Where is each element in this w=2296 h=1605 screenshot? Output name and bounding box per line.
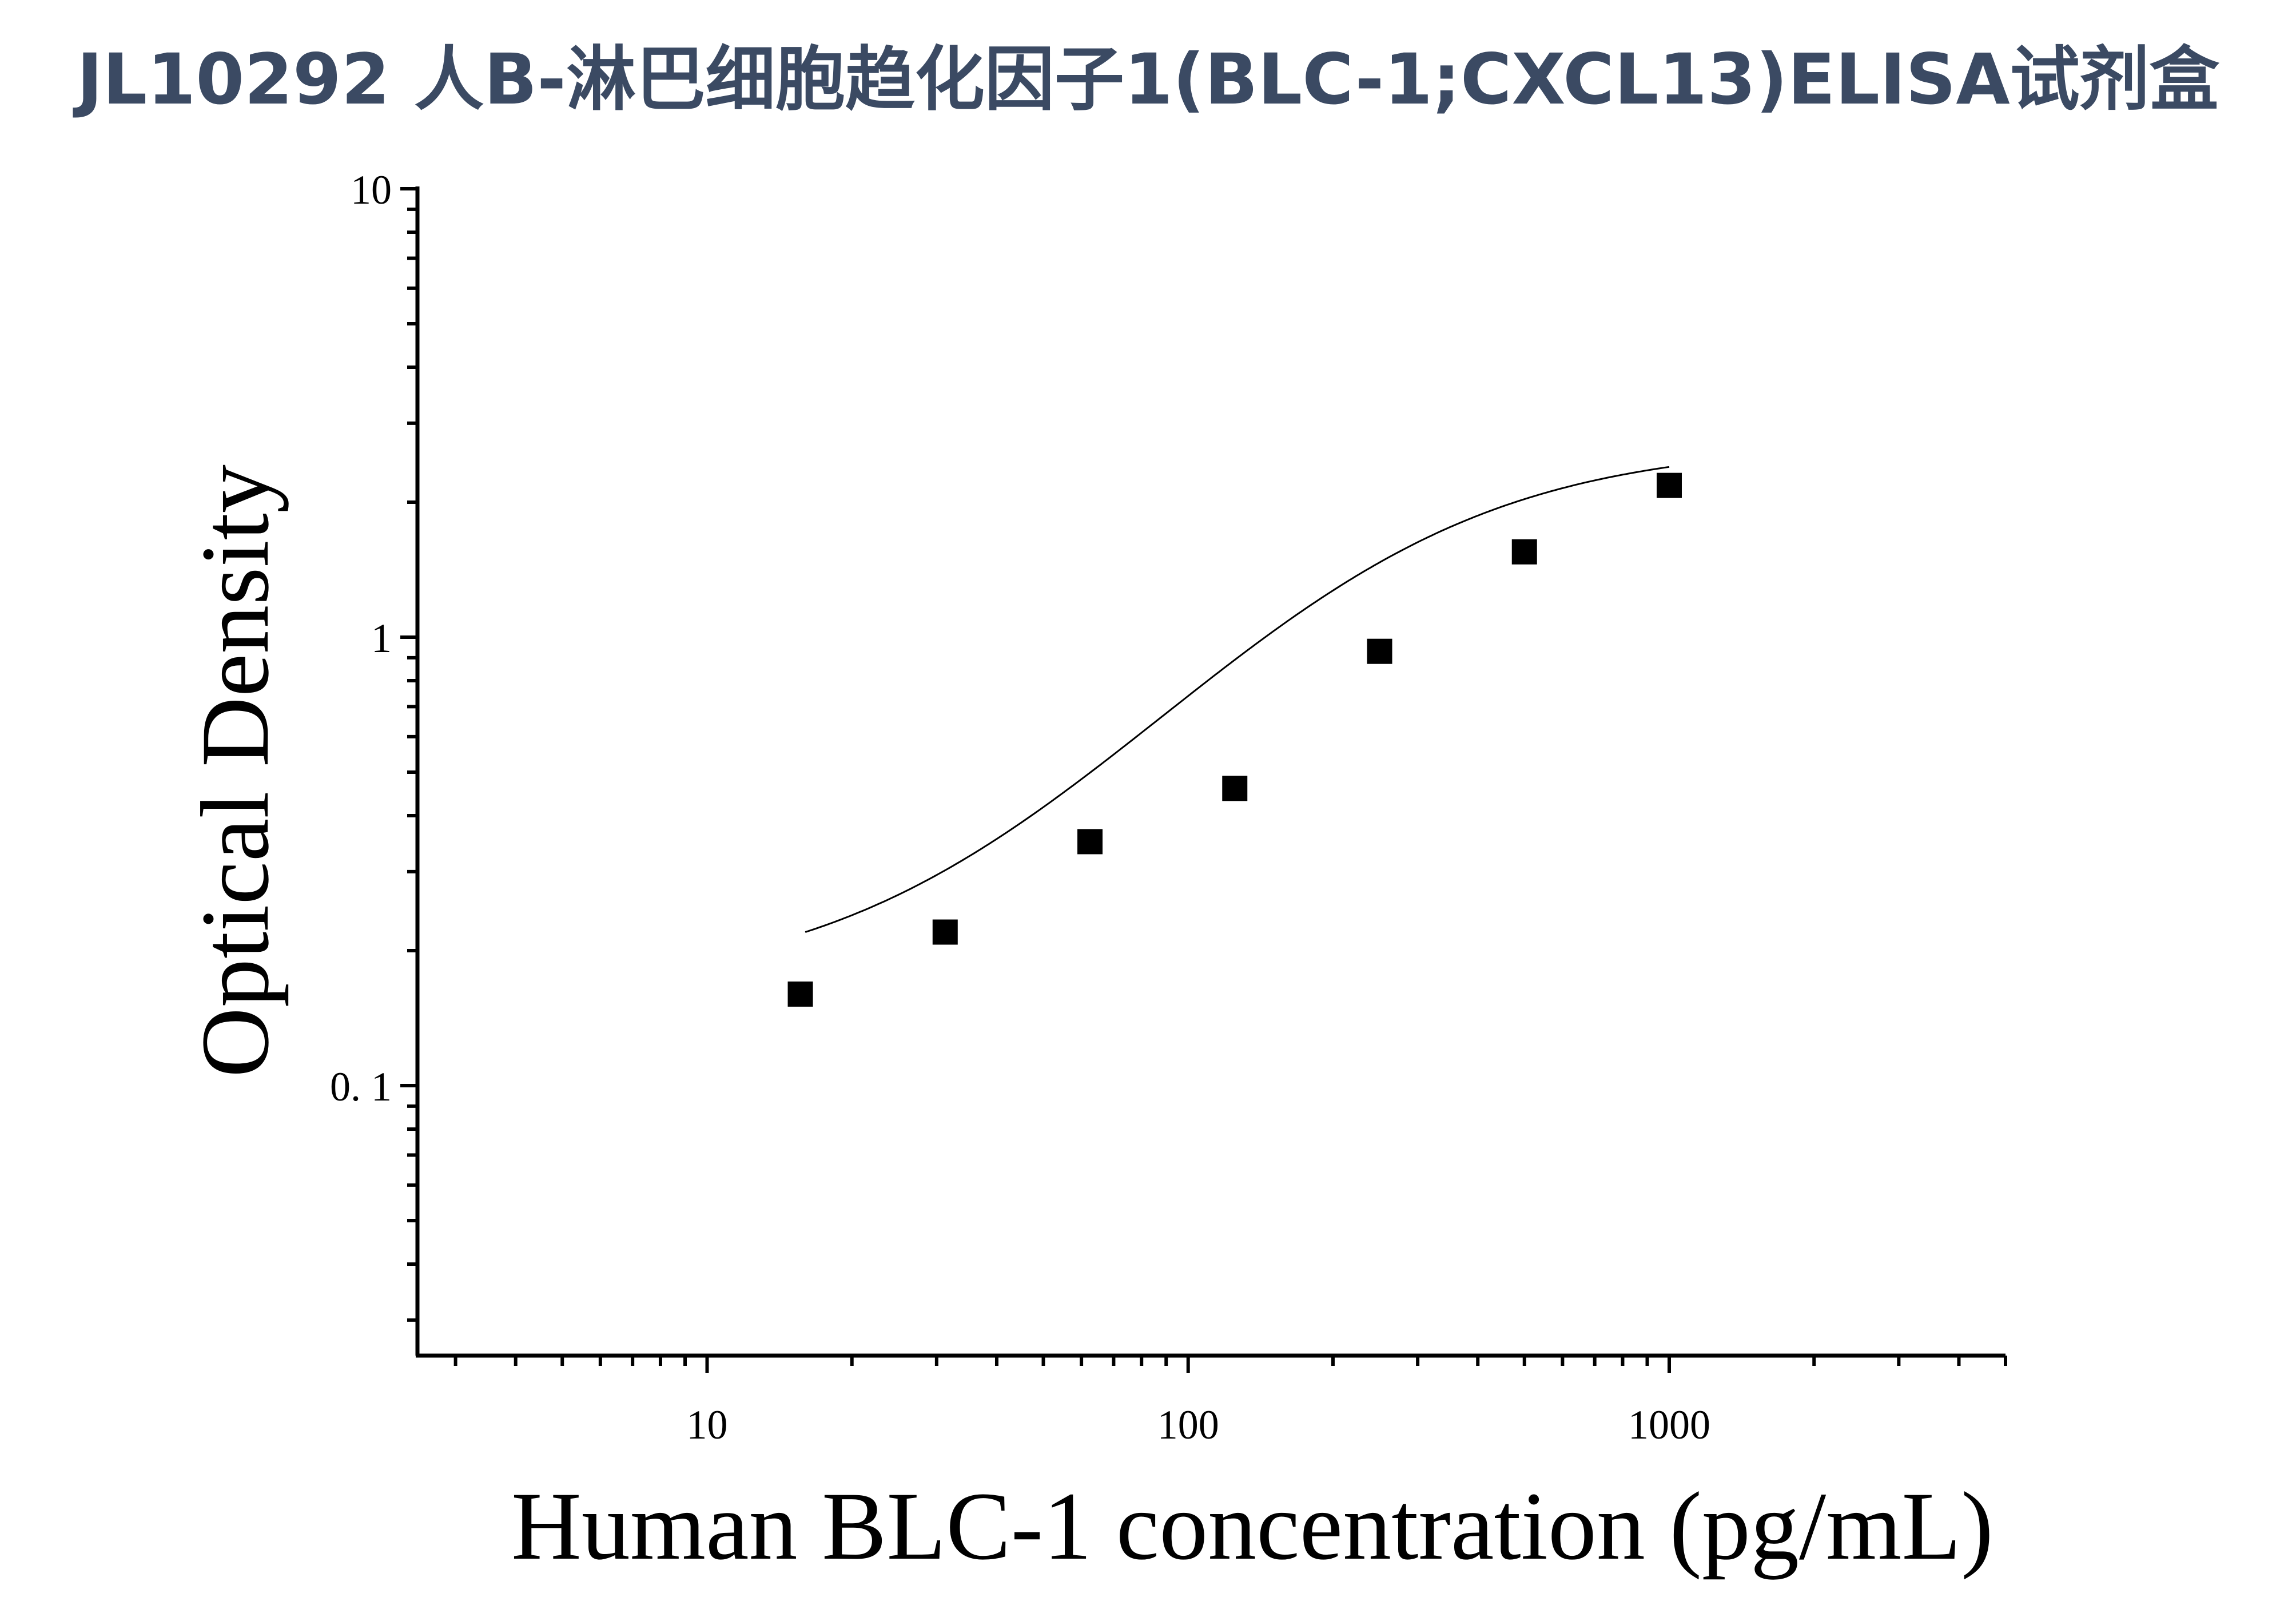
y-axis-label: Optical Density — [181, 464, 289, 1078]
chart-title: JL10292 人B-淋巴细胞趋化因子1(BLC-1;CXCL13)ELISA试… — [77, 39, 2219, 120]
x-tick-label: 1000 — [1628, 1402, 1710, 1448]
y-tick-label: 0. 1 — [330, 1064, 392, 1110]
x-tick-label: 100 — [1157, 1402, 1219, 1448]
data-point — [787, 981, 813, 1007]
ticks: 10 100 1000 0. 1 1 10 — [330, 167, 2007, 1448]
data-point — [1511, 539, 1537, 565]
x-axis-label: Human BLC-1 concentration (pg/mL) — [511, 1472, 1993, 1580]
data-point — [1367, 638, 1392, 664]
data-point — [1077, 829, 1103, 855]
x-tick-label: 10 — [686, 1402, 727, 1448]
y-tick-label: 1 — [371, 615, 392, 661]
data-point — [1656, 472, 1682, 498]
data-point — [1222, 776, 1248, 801]
fit-curve-line — [805, 466, 1670, 933]
axes — [415, 186, 2005, 1358]
data-point — [932, 919, 958, 945]
fit-curve-layer — [805, 466, 1670, 933]
data-points — [787, 472, 1682, 1007]
y-tick-label: 10 — [351, 167, 392, 213]
